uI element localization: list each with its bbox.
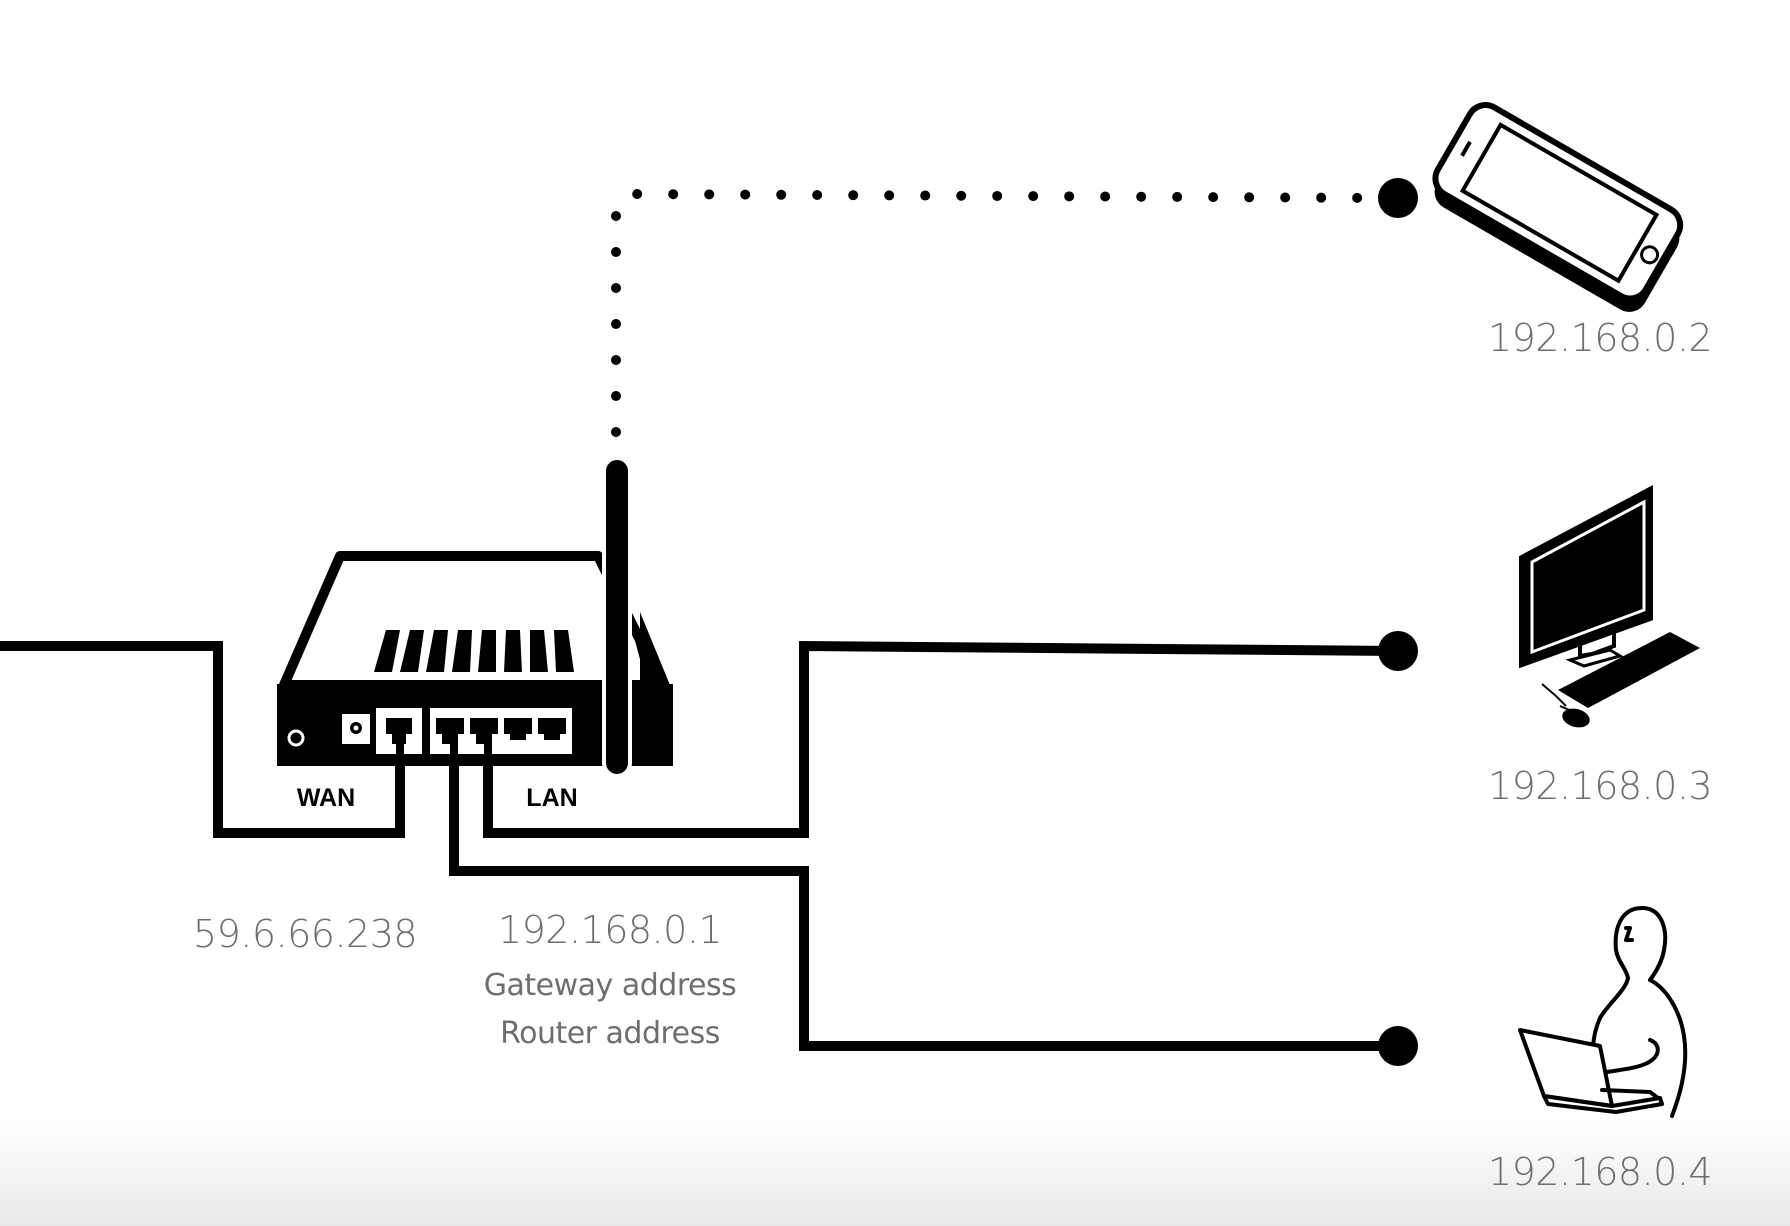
wan-ip-label: 59.6.66.238	[192, 912, 418, 956]
phone-ip-label: 192.168.0.2	[1487, 316, 1713, 360]
person-with-laptop-icon	[1518, 906, 1688, 1118]
phone-icon	[1432, 102, 1684, 312]
desktop-ip-label: 192.168.0.3	[1487, 764, 1713, 808]
laptop-ip-label: 192.168.0.4	[1487, 1150, 1713, 1194]
antenna	[602, 456, 632, 778]
router-icon: WAN LAN	[277, 456, 673, 812]
desktop-computer-icon	[1519, 485, 1700, 728]
wireless-link	[611, 178, 1418, 437]
gateway-address-label: Gateway address	[483, 968, 737, 1003]
laptop-endpoint-dot	[1378, 1026, 1418, 1066]
wan-cable	[0, 641, 405, 838]
phone-endpoint-dot	[1378, 178, 1418, 218]
desktop-endpoint-dot	[1378, 631, 1418, 671]
lan-cable-laptop	[449, 733, 1418, 1066]
router-address-label: Router address	[500, 1016, 720, 1051]
wan-port-label: WAN	[297, 784, 355, 812]
lan-cable-desktop	[483, 631, 1418, 838]
lan-port-label: LAN	[526, 784, 577, 812]
router-lan-ip-label: 192.168.0.1	[497, 908, 723, 952]
